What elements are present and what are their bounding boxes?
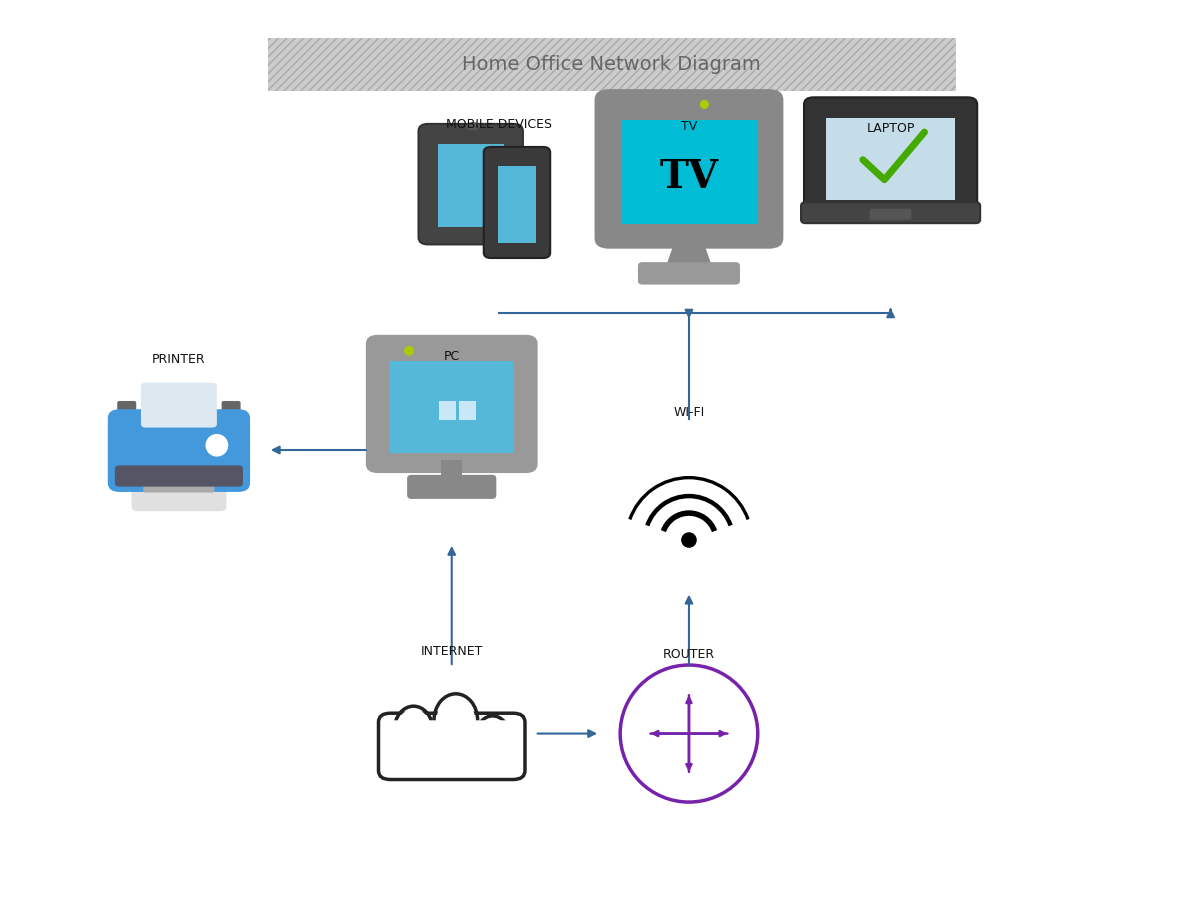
FancyBboxPatch shape <box>118 401 137 485</box>
FancyBboxPatch shape <box>460 403 475 419</box>
Text: MOBILE DEVICES: MOBILE DEVICES <box>446 118 552 131</box>
FancyBboxPatch shape <box>622 120 757 224</box>
Ellipse shape <box>701 101 708 108</box>
Text: TV: TV <box>680 120 697 133</box>
Text: PRINTER: PRINTER <box>152 353 205 365</box>
FancyBboxPatch shape <box>439 400 456 417</box>
FancyBboxPatch shape <box>366 335 538 473</box>
FancyBboxPatch shape <box>115 465 242 487</box>
FancyBboxPatch shape <box>460 400 475 417</box>
Ellipse shape <box>434 694 478 747</box>
FancyBboxPatch shape <box>407 475 497 499</box>
Ellipse shape <box>404 346 413 355</box>
FancyBboxPatch shape <box>132 464 227 511</box>
FancyBboxPatch shape <box>268 38 956 91</box>
FancyBboxPatch shape <box>378 713 524 779</box>
FancyBboxPatch shape <box>438 144 504 227</box>
Ellipse shape <box>466 122 480 130</box>
FancyBboxPatch shape <box>638 262 740 284</box>
Ellipse shape <box>479 719 506 752</box>
Ellipse shape <box>395 706 433 752</box>
FancyBboxPatch shape <box>442 460 462 482</box>
FancyBboxPatch shape <box>388 720 516 771</box>
FancyBboxPatch shape <box>594 89 784 248</box>
Ellipse shape <box>437 698 474 742</box>
FancyBboxPatch shape <box>870 209 912 220</box>
Text: TV: TV <box>660 158 719 195</box>
FancyBboxPatch shape <box>826 118 955 200</box>
Text: LAPTOP: LAPTOP <box>866 122 914 135</box>
Text: Home Office Network Diagram: Home Office Network Diagram <box>462 55 761 74</box>
Ellipse shape <box>206 435 228 456</box>
FancyBboxPatch shape <box>484 147 550 258</box>
FancyBboxPatch shape <box>222 401 241 485</box>
Text: INTERNET: INTERNET <box>420 645 482 658</box>
Text: PC: PC <box>444 350 460 364</box>
Polygon shape <box>666 238 712 269</box>
FancyBboxPatch shape <box>439 403 456 419</box>
Text: ROUTER: ROUTER <box>662 648 715 661</box>
FancyBboxPatch shape <box>140 382 217 428</box>
FancyBboxPatch shape <box>419 124 523 245</box>
Ellipse shape <box>476 716 509 755</box>
Ellipse shape <box>682 533 696 547</box>
FancyBboxPatch shape <box>108 410 250 492</box>
FancyBboxPatch shape <box>804 97 977 219</box>
FancyBboxPatch shape <box>143 473 215 483</box>
Text: WI-FI: WI-FI <box>673 406 704 419</box>
FancyBboxPatch shape <box>389 361 515 453</box>
FancyBboxPatch shape <box>143 483 215 492</box>
FancyBboxPatch shape <box>498 166 536 243</box>
FancyBboxPatch shape <box>802 202 980 223</box>
Ellipse shape <box>397 709 430 749</box>
